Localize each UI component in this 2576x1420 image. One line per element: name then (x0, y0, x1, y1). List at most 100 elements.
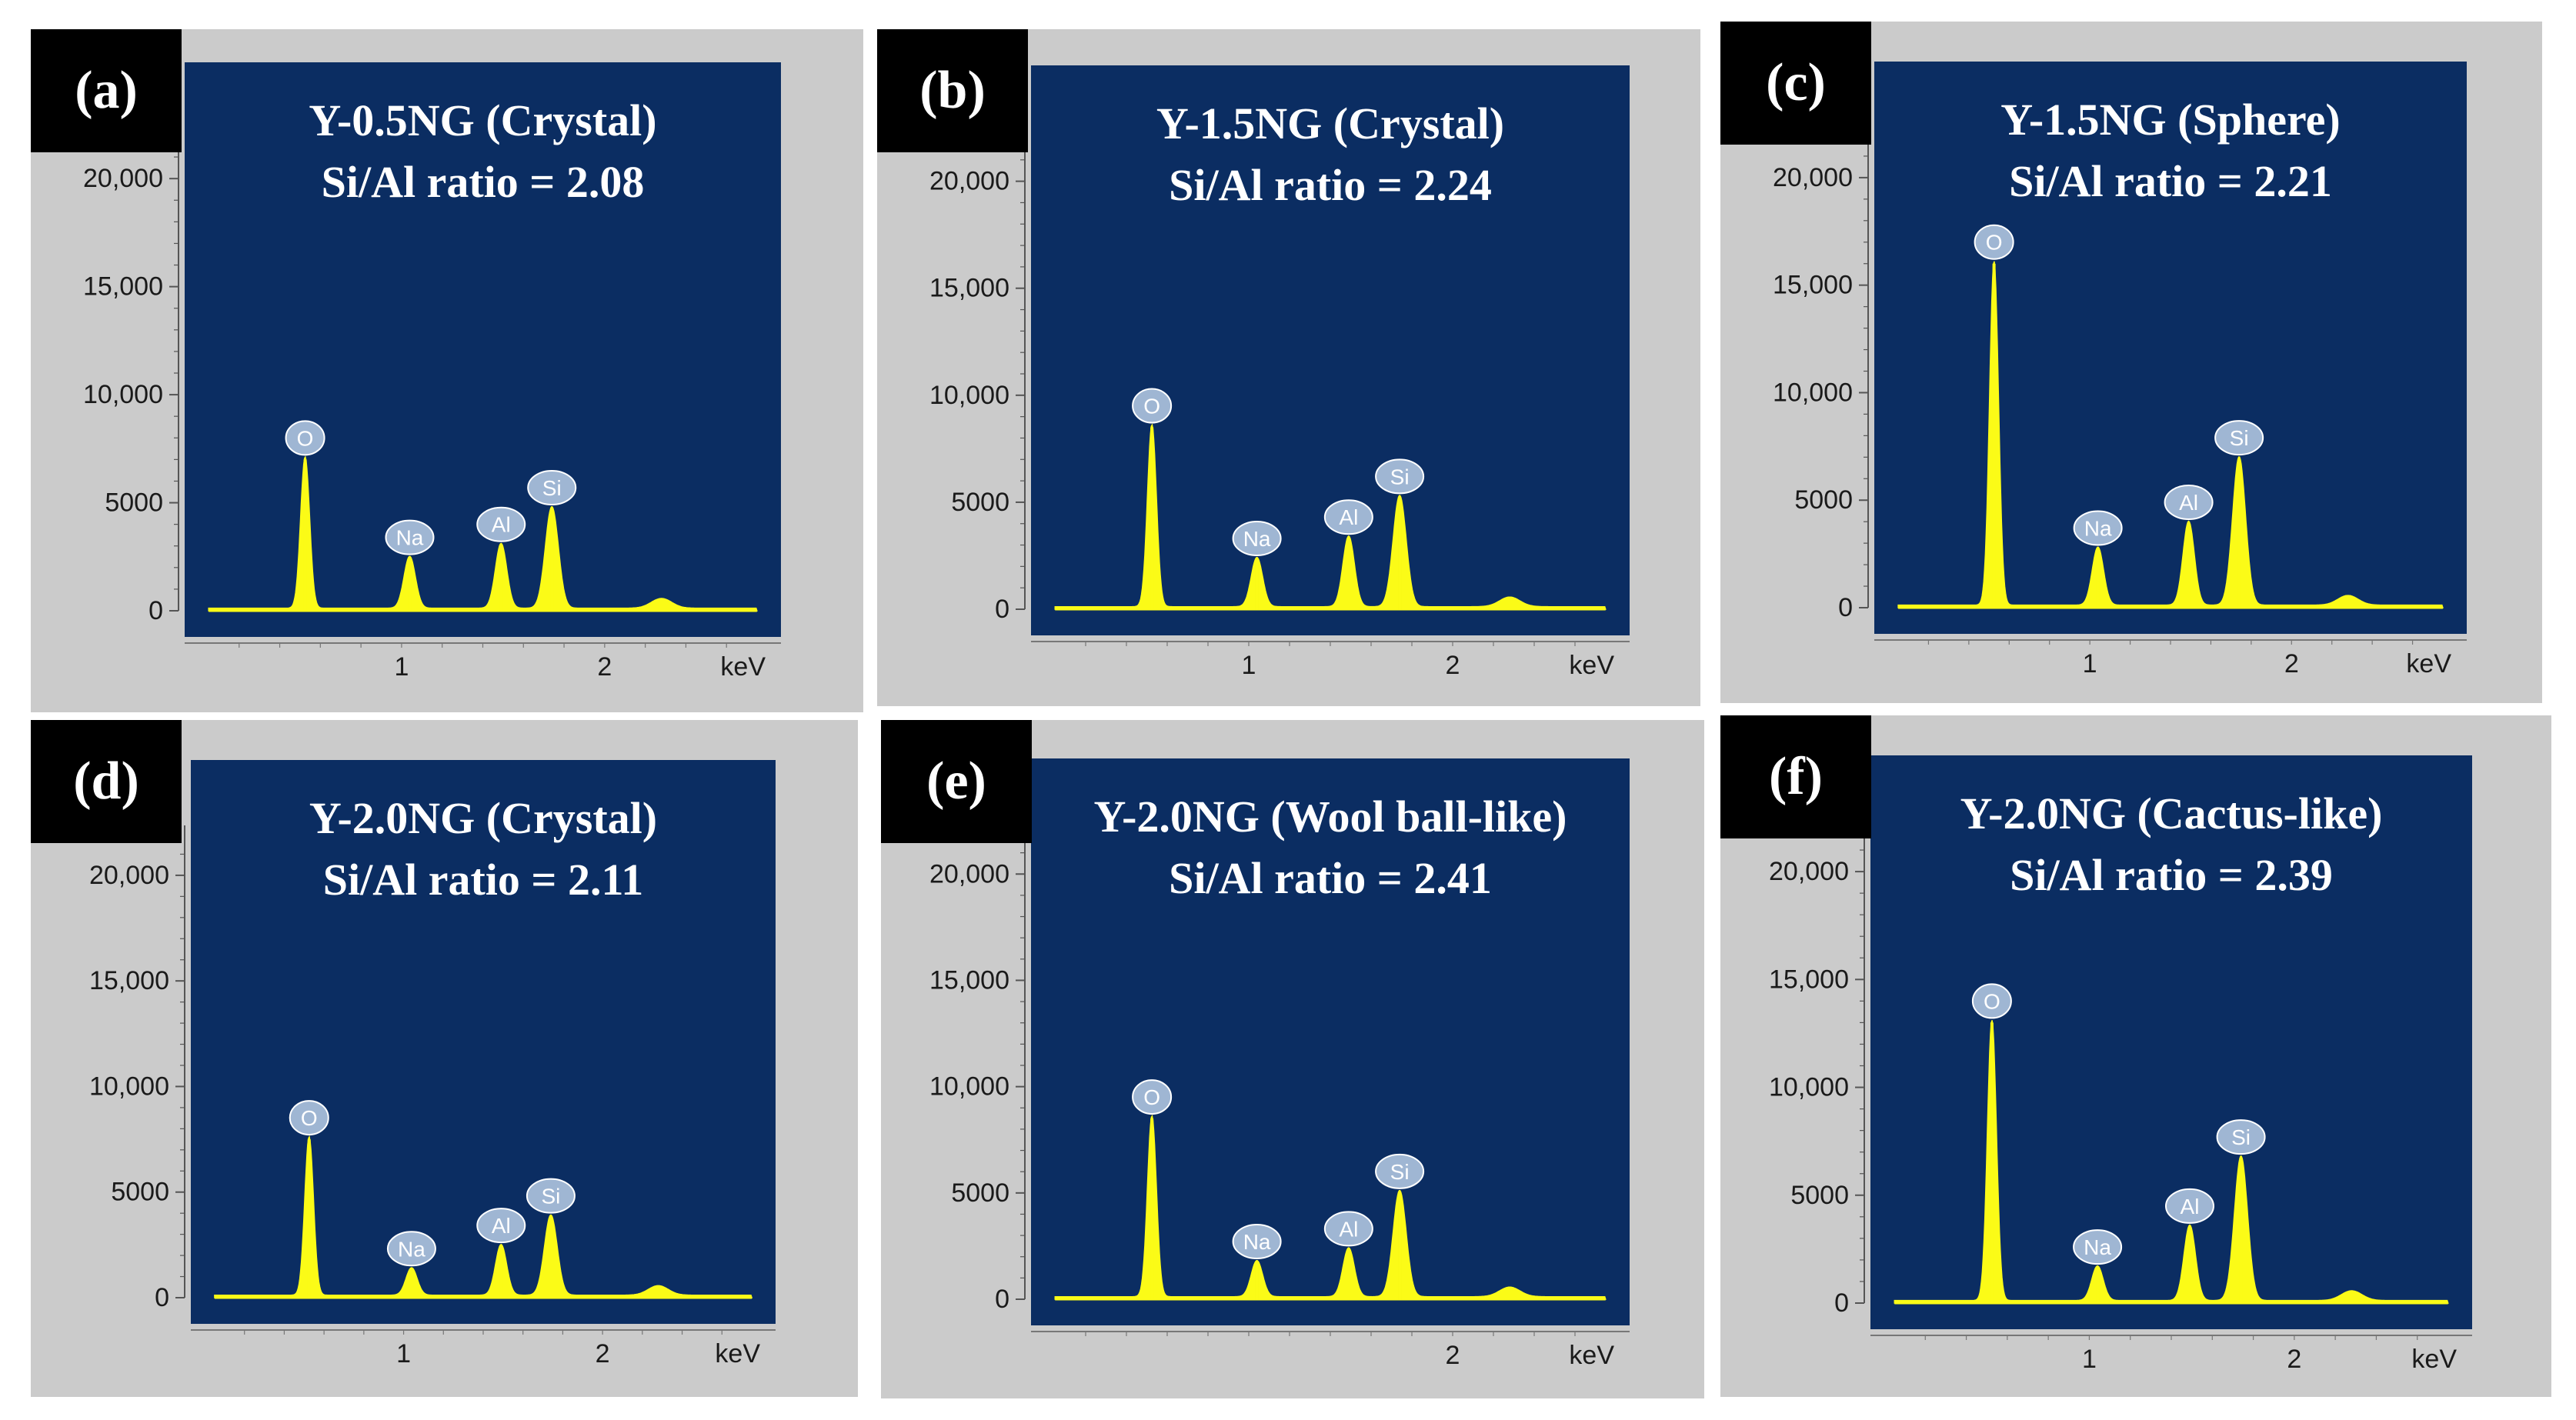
plot-area (185, 62, 781, 637)
chart-title: Y-1.5NG (Sphere) (2000, 95, 2340, 145)
eds-panel: 0 5000 10,000 15,000 20,000 1 2 keV O Na Al Si Y-1.5… (1720, 22, 2542, 703)
peak-bubble (1132, 1079, 1173, 1115)
y-tick-label: 20,000 (1773, 163, 1853, 192)
chart-title: Y-2.0NG (Wool ball-like) (1094, 792, 1567, 842)
peak-element-label: O (297, 426, 314, 450)
panel-label-box (31, 29, 182, 152)
y-tick-label: 20,000 (89, 861, 169, 890)
peak-bubble (1323, 499, 1373, 535)
y-tick-label: 15,000 (89, 966, 169, 995)
peak-bubble (1232, 1224, 1282, 1260)
y-tick-label: 10,000 (83, 380, 163, 409)
x-axis-label: keV (1569, 651, 1614, 680)
chart-subtitle: Si/Al ratio = 2.21 (2009, 156, 2332, 206)
y-tick-label: 20,000 (83, 164, 163, 193)
chart-title: Y-1.5NG (Crystal) (1156, 98, 1504, 148)
peak-bubble (1974, 224, 2014, 260)
spectrum-series (1054, 423, 1607, 610)
peak-element-label: Al (1339, 505, 1358, 529)
x-axis-label: keV (2406, 649, 2451, 678)
y-tick-label: 15,000 (929, 965, 1009, 995)
y-tick-label: 15,000 (1773, 271, 1853, 300)
peak-element-label: Na (398, 1237, 425, 1261)
spectrum-series (1894, 1020, 2449, 1304)
panel-label: (a) (75, 61, 138, 120)
y-tick-label: 5000 (111, 1178, 169, 1207)
eds-panel: 0 5000 10,000 15,000 20,000 1 2 keV O Na Al Si Y-2.0… (31, 720, 858, 1397)
plot-area (1870, 755, 2472, 1329)
y-tick-label: 5000 (1794, 485, 1853, 515)
plot-area (1874, 62, 2467, 634)
peak-element-label: Al (2181, 1195, 2200, 1218)
peak-element-label: Na (2084, 1235, 2111, 1259)
peak-element-label: Al (2179, 491, 2198, 515)
spectrum-series (1054, 1114, 1607, 1300)
peak-element-label: Na (1243, 1230, 1271, 1254)
eds-panel: 0 5000 10,000 15,000 20,000 1 2 keV O Na Al Si Y-0.5… (31, 29, 863, 712)
chart-title: Y-0.5NG (Crystal) (309, 95, 656, 145)
x-tick-label: 1 (2083, 649, 2097, 678)
panel-label: (e) (926, 752, 986, 811)
panel-label-box (1720, 715, 1871, 838)
y-tick-label: 0 (995, 1285, 1009, 1314)
x-tick-label: 2 (2287, 1345, 2301, 1374)
y-tick-label: 10,000 (1769, 1073, 1849, 1102)
spectrum-series (1897, 261, 2444, 608)
chart-subtitle: Si/Al ratio = 2.08 (322, 157, 645, 207)
peak-bubble (2214, 420, 2264, 456)
peak-element-label: Na (396, 526, 424, 550)
peak-bubble (386, 1231, 436, 1267)
peak-element-label: Si (1390, 465, 1410, 488)
peak-element-label: O (1984, 989, 2000, 1013)
chart-title: Y-2.0NG (Crystal) (309, 793, 657, 843)
y-tick-label: 10,000 (89, 1072, 169, 1101)
peak-element-label: Na (1243, 527, 1271, 551)
peak-bubble (527, 469, 577, 505)
x-tick-label: 2 (1446, 651, 1460, 680)
panel-label: (f) (1769, 747, 1823, 806)
panel-label: (d) (73, 752, 139, 811)
panel-label-box (877, 29, 1028, 152)
y-tick-label: 10,000 (1773, 378, 1853, 407)
peak-bubble (2073, 510, 2123, 546)
peak-element-label: O (1143, 395, 1160, 418)
peak-bubble (1971, 983, 2012, 1019)
y-tick-label: 20,000 (929, 859, 1009, 888)
x-axis-label: keV (720, 652, 766, 682)
peak-bubble (476, 506, 526, 542)
x-axis-label: keV (1569, 1341, 1614, 1370)
peak-element-label: O (1143, 1085, 1160, 1109)
panel-label: (c) (1766, 53, 1826, 112)
peak-bubble (1323, 1211, 1373, 1247)
eds-panel: 0 5000 10,000 15,000 20,000 2 keV O Na Al Si Y-2.0N… (881, 720, 1704, 1398)
y-tick-label: 0 (1834, 1288, 1849, 1318)
plot-area (1031, 65, 1630, 635)
chart-subtitle: Si/Al ratio = 2.24 (1169, 160, 1492, 210)
y-tick-label: 0 (148, 596, 163, 625)
peak-bubble (2164, 484, 2214, 520)
y-tick-label: 15,000 (1769, 965, 1849, 994)
peak-bubble (2216, 1119, 2266, 1155)
panel-label-box (881, 720, 1032, 843)
peak-bubble (526, 1178, 576, 1214)
spectrum-series (214, 1135, 753, 1298)
y-tick-label: 5000 (1790, 1181, 1849, 1210)
chart-subtitle: Si/Al ratio = 2.11 (323, 855, 644, 905)
peak-element-label: Al (492, 513, 511, 537)
y-tick-label: 20,000 (1769, 857, 1849, 886)
panel-label-box (1720, 22, 1871, 145)
peak-bubble (1375, 458, 1425, 495)
y-tick-label: 15,000 (929, 274, 1009, 303)
y-tick-label: 0 (1838, 593, 1853, 622)
x-axis-label: keV (715, 1339, 760, 1368)
panel-label-box (31, 720, 182, 843)
peak-bubble (385, 519, 435, 555)
eds-panel: 0 5000 10,000 15,000 20,000 1 2 keV O Na Al Si Y-2.0… (1720, 715, 2551, 1397)
peak-bubble (476, 1208, 526, 1244)
chart-subtitle: Si/Al ratio = 2.39 (2010, 850, 2333, 900)
peak-element-label: Al (492, 1214, 511, 1238)
y-tick-label: 0 (995, 595, 1009, 624)
chart-title: Y-2.0NG (Cactus-like) (1960, 788, 2383, 838)
y-tick-label: 20,000 (929, 167, 1009, 196)
